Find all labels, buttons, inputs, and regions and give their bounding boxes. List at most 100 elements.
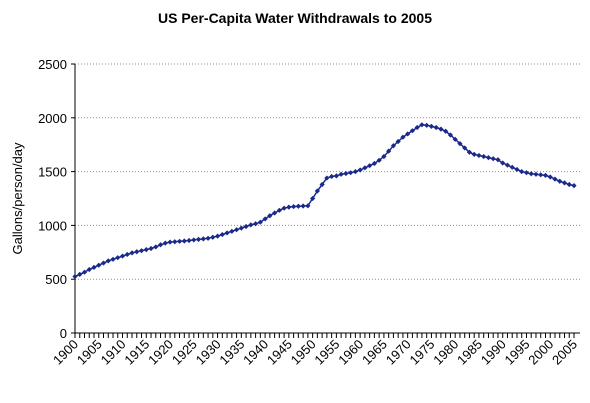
x-tick-label: 1930 xyxy=(193,337,224,368)
data-point xyxy=(471,151,477,157)
data-point xyxy=(490,156,496,162)
x-tick-label: 1975 xyxy=(406,337,437,368)
data-point xyxy=(167,239,173,245)
data-point xyxy=(262,216,268,222)
data-point xyxy=(310,195,316,202)
data-point xyxy=(72,273,78,280)
data-point xyxy=(547,174,553,180)
y-tick-label: 2500 xyxy=(38,57,67,72)
y-tick-label: 1000 xyxy=(38,218,67,233)
data-point xyxy=(181,238,187,244)
data-point xyxy=(552,176,558,182)
data-point xyxy=(319,181,325,188)
x-tick-label: 1960 xyxy=(335,337,366,368)
data-point xyxy=(224,230,230,236)
x-tick-label: 1935 xyxy=(216,337,247,368)
data-point xyxy=(257,219,263,225)
data-point xyxy=(390,143,397,149)
data-point xyxy=(291,203,297,210)
data-point xyxy=(386,148,392,154)
data-point xyxy=(157,242,164,248)
y-tick-label: 2000 xyxy=(38,111,67,126)
data-point xyxy=(557,178,563,184)
data-point xyxy=(352,169,358,175)
data-point xyxy=(105,258,111,264)
data-point xyxy=(295,203,301,209)
data-series xyxy=(74,124,575,278)
data-point xyxy=(205,235,211,241)
data-point xyxy=(219,231,225,238)
gridlines xyxy=(75,63,580,280)
x-tick-label: 1940 xyxy=(240,337,271,368)
data-point xyxy=(138,248,145,254)
data-point xyxy=(110,256,116,262)
data-point xyxy=(129,250,135,256)
data-point xyxy=(281,205,287,211)
series-line xyxy=(74,124,575,278)
data-point xyxy=(376,157,382,163)
data-point xyxy=(500,160,506,166)
data-point xyxy=(405,131,411,137)
data-point xyxy=(538,172,544,178)
data-point xyxy=(528,171,534,177)
x-tick-label: 1900 xyxy=(50,337,81,368)
y-tick-label: 500 xyxy=(45,272,67,287)
chart-title: US Per-Capita Water Withdrawals to 2005 xyxy=(158,10,432,26)
data-point xyxy=(81,269,88,275)
data-point xyxy=(267,213,273,219)
tick-labels: 0 500 1000 1500 2000 2500 19001905191019151920… xyxy=(38,57,580,368)
data-point xyxy=(186,237,192,244)
data-point xyxy=(148,245,154,252)
x-tick-label: 1950 xyxy=(288,337,319,368)
data-point xyxy=(100,260,107,266)
data-point xyxy=(424,122,430,128)
data-point xyxy=(276,207,282,213)
data-point xyxy=(542,172,549,178)
data-point xyxy=(153,244,159,250)
data-point xyxy=(419,122,425,128)
data-point xyxy=(433,124,439,131)
y-tick-label: 1500 xyxy=(38,165,67,180)
data-point xyxy=(119,253,126,259)
data-point xyxy=(485,155,492,161)
data-point xyxy=(367,163,373,169)
data-point xyxy=(233,227,240,233)
y-axis-label: Gallons/person/day xyxy=(10,142,25,255)
data-point xyxy=(115,255,121,261)
data-point xyxy=(124,251,130,258)
data-point xyxy=(509,164,515,170)
x-tick-label: 1945 xyxy=(264,337,295,368)
data-point xyxy=(195,236,202,242)
data-point xyxy=(77,271,83,277)
x-tick-label: 1995 xyxy=(502,337,533,368)
data-point xyxy=(447,132,454,138)
data-point xyxy=(286,204,292,210)
data-point xyxy=(395,138,401,145)
data-point xyxy=(504,162,511,168)
data-point xyxy=(252,221,259,227)
data-point xyxy=(566,181,572,188)
data-point xyxy=(272,210,278,216)
data-point xyxy=(305,203,311,209)
data-point xyxy=(409,128,416,134)
data-point xyxy=(191,237,197,243)
data-point xyxy=(333,173,339,179)
data-point xyxy=(86,266,92,273)
data-point xyxy=(371,160,377,167)
data-point xyxy=(443,128,449,134)
data-point xyxy=(338,171,344,177)
x-tick-label: 1970 xyxy=(383,337,414,368)
data-point xyxy=(519,169,525,175)
data-point xyxy=(300,203,306,209)
data-point xyxy=(210,234,216,240)
data-point xyxy=(476,152,482,159)
axes xyxy=(71,63,580,338)
data-point xyxy=(481,153,487,160)
data-point xyxy=(495,157,501,163)
x-tick-label: 1990 xyxy=(478,337,509,368)
data-point xyxy=(466,149,473,155)
data-point xyxy=(348,170,354,176)
data-point xyxy=(238,225,244,231)
data-point xyxy=(428,123,435,130)
